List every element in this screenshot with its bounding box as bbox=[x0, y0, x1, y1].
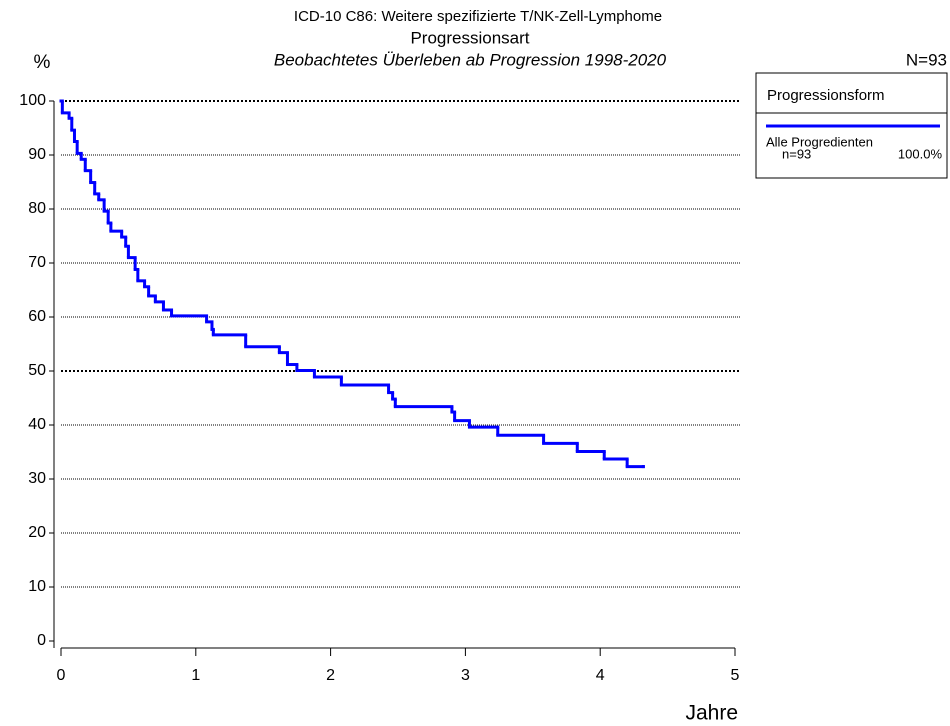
y-tick-label: 30 bbox=[28, 470, 46, 487]
y-tick-label: 100 bbox=[19, 92, 46, 109]
x-tick-label: 4 bbox=[596, 667, 605, 684]
y-tick-label: 40 bbox=[28, 416, 46, 433]
y-tick-label: 50 bbox=[28, 362, 46, 379]
y-tick-label: 90 bbox=[28, 146, 46, 163]
x-tick-label: 0 bbox=[57, 667, 66, 684]
y-tick-label: 0 bbox=[37, 632, 46, 649]
x-tick-label: 1 bbox=[191, 667, 200, 684]
legend-share: 100.0% bbox=[898, 146, 943, 161]
period-title: Beobachtetes Überleben ab Progression 19… bbox=[274, 50, 667, 69]
x-tick-label: 2 bbox=[326, 667, 335, 684]
y-tick-label: 70 bbox=[28, 254, 46, 271]
x-axis-label: Jahre bbox=[685, 702, 738, 725]
x-tick-label: 5 bbox=[731, 667, 740, 684]
chart-title: ICD-10 C86: Weitere spezifizierte T/NK-Z… bbox=[294, 8, 662, 25]
chart-subtitle: Progressionsart bbox=[410, 28, 529, 47]
y-tick-label: 60 bbox=[28, 308, 46, 325]
legend-entry: Alle Progredienten bbox=[766, 134, 873, 149]
legend-box bbox=[755, 72, 948, 179]
y-tick-label: 80 bbox=[28, 200, 46, 217]
x-tick-label: 3 bbox=[461, 667, 470, 684]
legend-n: n=93 bbox=[782, 146, 811, 161]
legend-title: Progressionsform bbox=[767, 87, 885, 104]
y-tick-label: 10 bbox=[28, 578, 46, 595]
y-tick-label: 20 bbox=[28, 524, 46, 541]
n-label: N=93 bbox=[906, 50, 947, 69]
y-axis-label: % bbox=[34, 52, 51, 73]
